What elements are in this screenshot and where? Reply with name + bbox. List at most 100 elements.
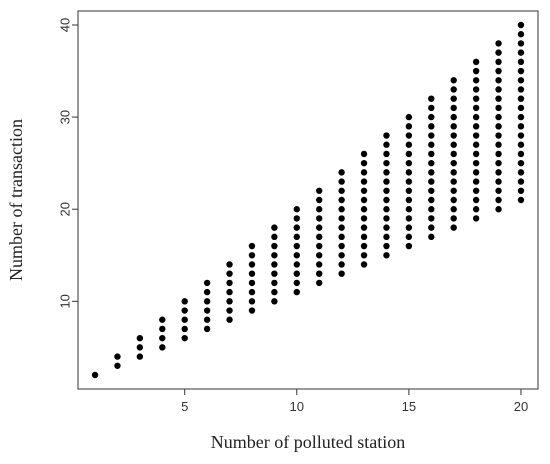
point: [248, 270, 256, 277]
point: [316, 224, 323, 231]
point: [450, 178, 457, 185]
point: [316, 215, 323, 222]
y-tick-label: 30: [57, 110, 72, 124]
point: [517, 86, 525, 93]
point: [360, 187, 368, 194]
point: [472, 77, 480, 84]
point: [472, 150, 480, 158]
point: [360, 150, 368, 158]
point: [271, 261, 278, 268]
point: [517, 150, 525, 158]
point: [293, 270, 300, 277]
point: [360, 159, 368, 167]
point: [472, 141, 480, 148]
point: [316, 242, 323, 250]
point: [450, 132, 457, 139]
point: [405, 233, 413, 241]
point: [450, 95, 457, 102]
point: [203, 307, 211, 314]
point: [360, 261, 368, 268]
point: [293, 279, 300, 287]
point: [405, 141, 413, 148]
point: [248, 261, 256, 268]
point: [271, 298, 278, 305]
point: [428, 113, 435, 121]
point: [405, 196, 413, 204]
point: [472, 132, 480, 139]
point: [136, 334, 144, 342]
point: [360, 233, 368, 241]
point: [495, 150, 502, 158]
point: [383, 187, 390, 194]
point: [405, 123, 413, 130]
point: [248, 288, 256, 296]
point: [405, 150, 413, 158]
point: [203, 316, 211, 323]
point: [271, 252, 278, 259]
point: [428, 215, 435, 222]
point: [450, 141, 457, 148]
point: [226, 298, 233, 305]
point: [383, 169, 390, 176]
point: [338, 233, 345, 241]
point: [226, 316, 233, 323]
point: [428, 196, 435, 204]
point: [428, 141, 435, 148]
point: [472, 86, 480, 93]
point: [517, 169, 525, 176]
plot-frame: [77, 10, 539, 390]
point: [383, 242, 390, 250]
point: [383, 178, 390, 185]
point: [450, 150, 457, 158]
point: [316, 187, 323, 194]
point: [293, 206, 300, 213]
point: [405, 159, 413, 167]
point: [338, 242, 345, 250]
point: [472, 67, 480, 75]
point: [495, 132, 502, 139]
point: [450, 206, 457, 213]
point: [360, 178, 368, 185]
point: [338, 169, 345, 176]
point: [159, 334, 166, 342]
y-tick-label: 10: [57, 294, 72, 308]
point: [495, 67, 502, 75]
point: [248, 279, 256, 287]
point: [293, 224, 300, 231]
point: [495, 77, 502, 84]
x-tick-label: 20: [514, 399, 528, 414]
point: [517, 31, 525, 38]
point: [316, 196, 323, 204]
point: [159, 316, 166, 323]
point: [472, 187, 480, 194]
x-tick-label: 5: [181, 399, 188, 414]
y-axis-label: Number of transaction: [6, 119, 26, 281]
point: [450, 113, 457, 121]
point: [383, 233, 390, 241]
point: [338, 187, 345, 194]
point: [450, 187, 457, 194]
point: [472, 104, 480, 112]
point: [360, 169, 368, 176]
point: [159, 344, 166, 351]
point: [472, 169, 480, 176]
point: [472, 113, 480, 121]
point: [517, 113, 525, 121]
point: [450, 196, 457, 204]
point: [203, 325, 211, 333]
point: [428, 150, 435, 158]
point: [383, 252, 390, 259]
point: [495, 196, 502, 204]
point: [405, 206, 413, 213]
point: [159, 325, 166, 333]
point: [114, 362, 121, 369]
point: [405, 178, 413, 185]
point: [383, 159, 390, 167]
point: [226, 307, 233, 314]
point: [428, 123, 435, 130]
point: [405, 215, 413, 222]
point: [472, 206, 480, 213]
point: [428, 169, 435, 176]
point: [338, 270, 345, 277]
